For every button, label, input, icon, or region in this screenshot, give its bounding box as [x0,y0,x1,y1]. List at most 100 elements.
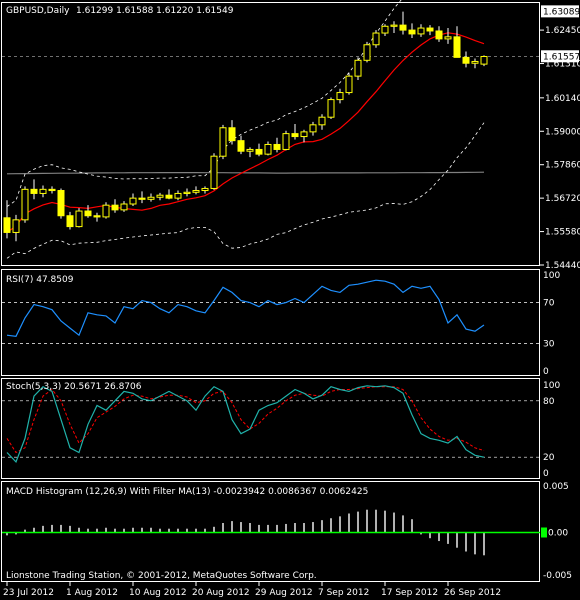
candle-body-bullish [156,194,164,198]
candle-body-bearish [57,190,65,217]
stochastic-header: Stoch(5,3,3) 20.5671 26.8706 [6,382,142,392]
macd-tick-label: 0.005 [543,482,569,492]
fast-moving-average-line [6,32,485,233]
date-tick-label: 7 Sep 2012 [318,588,369,598]
price-label-box-text: 1.61557 [543,52,580,62]
candle-body-bullish [372,32,380,46]
candle-body-bearish [462,56,470,64]
candle-body-bearish [48,188,56,192]
candle-body-bullish [201,187,209,192]
stochastic-chart [2,385,540,463]
price-tick-label: 1.60140 [545,94,580,104]
candle-body-bullish [210,155,218,189]
rsi-header: RSI(7) 47.8509 [6,275,74,285]
symbol-label: GBPUSD,Daily [6,6,70,16]
candle-body-bullish [129,197,137,205]
candle-body-bearish [228,127,236,142]
macd-header: MACD Histogram (12,26,9) With Filter MA(… [6,487,368,497]
stochastic-main-line [6,385,485,463]
candle-body-bullish [327,99,335,118]
price-tick-label: 1.57860 [545,161,580,171]
macd-zero-marker [541,527,547,538]
candle-body-bullish [471,60,479,64]
candle-body-bearish [30,188,38,194]
date-tick-label: 29 Aug 2012 [255,588,313,598]
candle-body-bullish [75,210,83,228]
date-tick-label: 23 Jul 2012 [3,588,54,598]
macd-tick-label: -0.005 [543,571,572,581]
candle-body-bullish [12,219,20,233]
candle-body-bullish [381,25,389,34]
candle-body-bullish [336,92,344,101]
candle-body-bullish [363,44,371,61]
price-tick-label: 1.54440 [545,261,580,271]
candle-body-bearish [111,204,119,211]
rsi-line [6,279,485,337]
date-tick-label: 26 Sep 2012 [444,588,501,598]
candle-body-bearish [435,30,443,40]
rsi-chart [2,279,540,344]
candle-body-bearish [237,140,245,152]
candle-body-bullish [147,196,155,200]
upper-band-line [6,0,402,207]
price-tick-label: 1.61310 [545,60,580,70]
candle-body-bullish [390,24,398,27]
macd-tick-label: 0.00 [548,529,568,539]
rsi-tick-label: 30 [543,339,555,349]
candle-body-bullish [318,116,326,126]
price-chart [2,0,540,259]
price-tick-label: 1.62450 [545,26,580,36]
rsi-panel[interactable] [1,269,540,376]
price-label-box [541,5,579,18]
price-label-box [541,50,579,63]
rsi-tick-label: 70 [543,299,555,309]
candle-body-bearish [291,133,299,138]
candle-body-bearish [255,148,263,155]
macd-panel[interactable] [1,481,540,582]
candle-body-bullish [174,192,182,199]
ohlc-readout: 1.61299 1.61588 1.61220 1.61549 [76,6,234,16]
candle-body-bullish [246,148,254,152]
candle-body-bullish [282,133,290,150]
price-tick-label: 1.59000 [545,127,580,137]
rsi-tick-label: 100 [543,271,560,281]
candle-body-bullish [183,191,191,194]
candle-body-bearish [3,217,11,233]
candle-body-bullish [120,203,128,211]
stochastic-tick-label: 20 [543,453,555,463]
macd-chart [2,509,540,556]
candle-body-bullish [264,143,272,155]
rsi-tick-label: 0 [543,367,549,377]
stochastic-tick-label: 80 [543,397,555,407]
slow-moving-average-line [6,171,485,175]
candle-body-bullish [345,75,353,94]
candle-body-bullish [21,188,29,221]
axes: 1.62450 1.61310 1.60140 1.59000 1.57860 1.567… [3,5,580,598]
date-tick-label: 17 Sep 2012 [381,588,438,598]
date-tick-label: 20 Aug 2012 [192,588,250,598]
candle-body-bullish [444,36,452,40]
stochastic-tick-label: 0 [543,469,549,479]
candle-body-bearish [66,215,74,228]
candle-body-bearish [84,210,92,217]
candle-body-bullish [309,124,317,133]
main-price-panel[interactable] [1,2,540,266]
candle-body-bullish [417,27,425,35]
candle-body-bearish [408,29,416,35]
candle-body-bearish [138,197,146,200]
stochastic-panel[interactable] [1,378,540,479]
candle-body-bearish [399,24,407,31]
candle-body-bullish [192,190,200,193]
candle-body-bullish [354,59,362,77]
copyright-footer: Lionstone Trading Station, © 2001-2012, … [6,571,317,581]
price-tick-label: 1.56720 [545,194,580,204]
price-tick-label: 1.55580 [545,228,580,238]
price-label-box-text: 1.63089 [543,7,580,17]
lower-band-line [6,122,485,259]
candle-body-bullish [480,55,488,65]
candle-body-bearish [426,27,434,32]
candle-body-bullish [219,127,227,157]
candle-body-bearish [273,143,281,150]
